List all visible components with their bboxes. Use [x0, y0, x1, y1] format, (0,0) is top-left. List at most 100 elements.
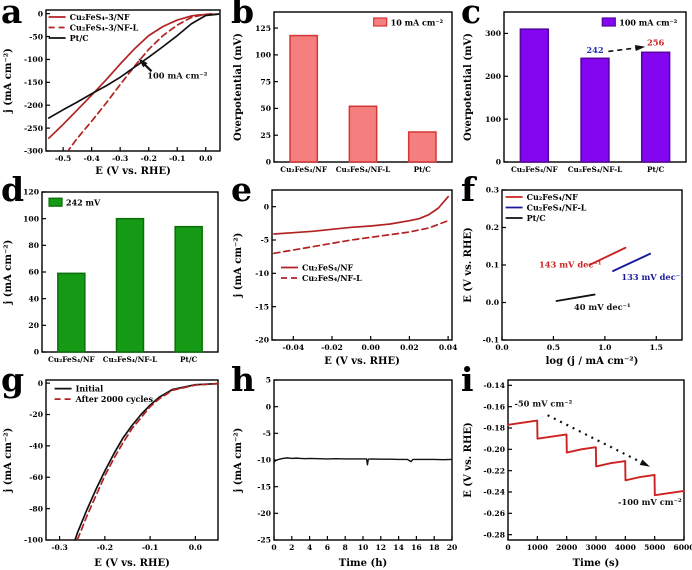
y-tick-label: 100 [23, 214, 39, 223]
x-tick-label: 10 [358, 543, 369, 552]
current-density-bar-chart-d: 0 20 40 60 80 100 120 Cu₂FeS₄/NF Cu₂FeS₄/NF-L Pt/… [3, 188, 219, 364]
x-tick-label: -0.2 [97, 543, 113, 552]
series-line-1 [273, 219, 449, 255]
plot-border [45, 379, 219, 541]
x-tick-label: 8 [343, 543, 348, 552]
panel-a: a 0 -50 -100 -150 -200 -250 -300 -0.5 -0.4 -0.3 -0… [0, 0, 230, 178]
bar-0 [289, 34, 319, 163]
annotation-text: 40 mV dec⁻¹ [574, 302, 631, 312]
y-tick-label: 40 [28, 294, 39, 303]
annotation-text: 256 [647, 37, 665, 47]
panel-h: h 5 0 -5 -10 -15 -20 -25 0 2 4 6 8 10 12 14 16 18 20 Time … [230, 363, 460, 570]
legend-label: Cu₂FeS₄/NF [527, 192, 579, 202]
y-axis-label: E (V vs. RHE) [463, 227, 474, 303]
x-tick-label: 1000 [527, 543, 548, 552]
x-axis-label: Time (h) [339, 558, 387, 569]
y-tick-label: 20 [28, 321, 39, 330]
bar-0 [57, 272, 86, 353]
y-tick-label: 25 [260, 131, 271, 140]
y-tick-label: 100 [485, 115, 501, 124]
legend-label: After 2000 cycles [75, 394, 154, 404]
category-label: Pt/C [180, 355, 198, 364]
x-axis-label: E (V vs. RHE) [94, 558, 170, 569]
y-tick-label: 100 [255, 51, 271, 60]
y-tick-label: 0 [34, 348, 39, 357]
series-line-0 [507, 419, 685, 497]
y-tick-label: -0.26 [483, 509, 505, 518]
series-line-0 [47, 13, 220, 140]
x-tick-label: -0.3 [51, 543, 67, 552]
y-tick-label: -150 [24, 78, 43, 87]
y-tick-label: -10 [255, 269, 269, 278]
overpotential-bar-chart-c: 0 100 200 300 Cu₂FeS₄/NF Cu₂FeS₄/NF-L Pt/C Over… [463, 11, 687, 174]
y-tick-label: -20 [255, 336, 269, 345]
x-axis-label: log (j / mA cm⁻²) [546, 356, 639, 367]
y-tick-label: -10 [257, 456, 271, 465]
y-tick-label: -0.22 [483, 466, 505, 475]
annotation-text: -50 mV cm⁻² [514, 399, 572, 409]
y-tick-label: 120 [23, 188, 39, 197]
series-line-0 [74, 382, 219, 541]
y-tick-label: -5 [261, 236, 269, 245]
y-tick-label: 0 [38, 9, 43, 18]
panel-f: f -0.1 0.0 0.1 0.2 0.3 0.0 0.5 1.0 1.5 log (j / m… [460, 173, 692, 368]
y-tick-label: -0.16 [483, 402, 505, 411]
category-label: Cu₂FeS₄/NF-L [336, 165, 391, 174]
legend-swatch [48, 197, 63, 207]
y-tick-label: -0.14 [483, 381, 505, 390]
y-tick-label: -250 [24, 124, 43, 133]
series-line-1 [75, 382, 219, 541]
x-tick-label: 3000 [585, 543, 606, 552]
panel-letter-b: b [231, 0, 255, 31]
y-tick-label: -5 [263, 429, 271, 438]
y-tick-label: 0 [264, 202, 269, 211]
annotation-text: 143 mV dec⁻¹ [539, 259, 602, 269]
x-tick-label: 0.02 [400, 343, 419, 352]
x-tick-label: -0.2 [141, 154, 157, 163]
x-tick-label: 1.0 [598, 343, 611, 352]
category-label: Cu₂FeS₄/NF [280, 165, 328, 174]
y-tick-label: 0 [266, 402, 271, 411]
category-label: Cu₂FeS₄/NF [511, 165, 559, 174]
x-tick-label: 0.0 [199, 154, 212, 163]
annotation-text: 100 mA cm⁻² [147, 71, 208, 81]
x-tick-label: -0.02 [321, 343, 343, 352]
x-tick-label: 14 [393, 543, 404, 552]
x-tick-label: 5000 [644, 543, 665, 552]
x-tick-label: -0.1 [169, 154, 185, 163]
y-tick-label: -60 [29, 473, 43, 482]
x-tick-label: 2000 [556, 543, 577, 552]
cycling-stability-plot-g: 0 -20 -40 -60 -80 -100 -0.3 -0.2 -0.1 0.0 E (V vs.… [3, 379, 219, 569]
x-tick-label: 12 [376, 543, 387, 552]
y-tick-label: 0.3 [486, 186, 499, 195]
x-tick-label: -0.4 [83, 154, 99, 163]
y-tick-label: 75 [260, 77, 271, 86]
bar-1 [115, 217, 145, 353]
bar-0 [519, 28, 550, 163]
x-tick-label: 18 [429, 543, 440, 552]
panel-letter-i: i [461, 360, 474, 399]
y-axis-label: j (mA cm⁻²) [3, 48, 14, 114]
x-tick-label: 0.04 [439, 343, 458, 352]
y-tick-label: 0.2 [486, 223, 499, 232]
y-tick-label: -25 [257, 536, 271, 545]
x-tick-label: 6 [325, 543, 330, 552]
y-tick-label: 200 [485, 72, 501, 81]
panel-c: c 0 100 200 300 Cu₂FeS₄/NF Cu₂FeS₄/NF-L Pt/C Ov… [460, 0, 692, 178]
panel-letter-c: c [461, 0, 482, 31]
legend-label: 10 mA cm⁻² [391, 18, 444, 28]
x-axis-label: E (V vs. RHE) [324, 356, 400, 367]
legend-swatch [373, 17, 388, 27]
legend-label: Initial [76, 383, 104, 393]
x-tick-label: 1.5 [650, 343, 663, 352]
plot-border [271, 189, 453, 341]
y-tick-label: -80 [29, 504, 43, 513]
x-tick-label: 16 [411, 543, 422, 552]
x-tick-label: 6000 [673, 543, 692, 552]
y-axis-label: j (mA cm⁻²) [3, 240, 14, 306]
y-tick-label: 300 [485, 29, 501, 38]
bar-2 [640, 51, 671, 163]
y-axis-label: j (mA cm⁻²) [3, 428, 14, 494]
legend-label: Pt/C [527, 213, 546, 223]
